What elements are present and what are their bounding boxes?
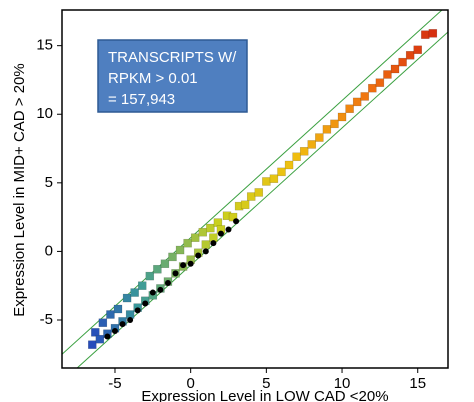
- x-tick-label: -5: [108, 375, 121, 392]
- annotation-line: = 157,943: [108, 91, 175, 108]
- y-tick-label: 10: [36, 105, 53, 122]
- point: [307, 140, 317, 149]
- point: [145, 271, 155, 281]
- point: [91, 328, 100, 337]
- point: [206, 223, 215, 233]
- x-tick-label: 10: [334, 375, 351, 392]
- y-tick-label: 15: [36, 37, 53, 54]
- y-tick-label: 5: [45, 174, 53, 191]
- point: [428, 29, 438, 38]
- point: [88, 340, 97, 349]
- highlight-point: [225, 226, 232, 233]
- y-tick-label: 0: [45, 242, 53, 259]
- highlight-point: [149, 289, 156, 296]
- point: [390, 64, 400, 74]
- point: [106, 310, 115, 319]
- point: [168, 252, 177, 262]
- point: [269, 174, 279, 183]
- highlight-point: [187, 260, 194, 267]
- annotation-box: [97, 39, 248, 113]
- point: [405, 51, 415, 60]
- point: [352, 97, 362, 107]
- point: [254, 188, 264, 197]
- highlight-point: [157, 286, 164, 293]
- highlight-point: [111, 327, 118, 334]
- highlight-point: [164, 279, 171, 286]
- point: [322, 125, 332, 134]
- point: [137, 281, 147, 290]
- annotation-line: TRANSCRIPTS W/: [108, 49, 237, 66]
- point: [330, 119, 339, 129]
- highlight-point: [127, 316, 134, 323]
- point: [368, 83, 377, 93]
- point: [375, 78, 385, 87]
- point: [398, 57, 407, 67]
- point: [299, 147, 309, 156]
- x-tick-label: 5: [262, 375, 270, 392]
- point: [113, 304, 123, 314]
- highlight-point: [134, 307, 141, 314]
- point: [315, 133, 324, 142]
- point: [277, 167, 286, 177]
- highlight-point: [172, 270, 179, 277]
- point: [240, 200, 250, 210]
- highlight-point: [195, 252, 202, 259]
- highlight-point: [104, 333, 111, 340]
- highlight-point: [142, 300, 149, 307]
- point: [246, 192, 256, 201]
- point: [95, 334, 105, 344]
- highlight-point: [217, 230, 224, 237]
- point: [345, 104, 354, 114]
- y-axis-label: Expression Level in MID+ CAD > 20%: [11, 63, 28, 316]
- x-tick-label: 0: [186, 375, 194, 392]
- highlight-point: [233, 218, 240, 225]
- x-axis-label: Expression Level in LOW CAD <20%: [141, 388, 388, 402]
- annotation-line: RPKM > 0.01: [108, 70, 198, 87]
- point: [337, 112, 347, 122]
- point: [292, 152, 301, 162]
- highlight-point: [180, 262, 187, 269]
- point: [201, 240, 211, 249]
- point: [130, 288, 139, 297]
- point: [383, 70, 392, 79]
- point: [98, 318, 108, 327]
- point: [284, 160, 294, 170]
- y-tick-label: -5: [40, 311, 53, 328]
- highlight-point: [119, 321, 126, 328]
- plot-area: [62, 10, 448, 368]
- x-tick-label: 15: [409, 375, 426, 392]
- highlight-point: [210, 240, 217, 247]
- point: [175, 245, 185, 255]
- highlight-point: [202, 248, 209, 255]
- point: [160, 259, 170, 269]
- point: [122, 293, 132, 303]
- point: [228, 212, 238, 222]
- point: [183, 238, 192, 248]
- point: [198, 227, 208, 237]
- point: [262, 177, 271, 186]
- point: [190, 233, 200, 242]
- point: [360, 92, 369, 101]
- point: [413, 45, 422, 55]
- plot-frame: [61, 9, 449, 369]
- point: [421, 30, 430, 39]
- point: [153, 264, 162, 274]
